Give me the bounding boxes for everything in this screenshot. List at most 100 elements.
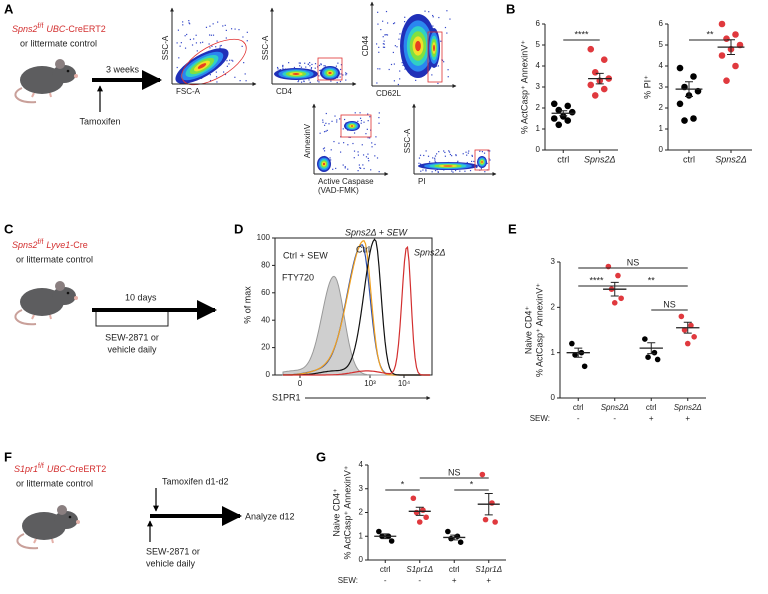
event-dot bbox=[215, 71, 217, 73]
event-dot bbox=[323, 147, 326, 149]
x-tick-label: ctrl bbox=[573, 403, 584, 412]
event-dot bbox=[323, 65, 325, 67]
legend-label: Spns2Δ + SEW bbox=[345, 227, 408, 237]
event-dot bbox=[429, 161, 431, 163]
event-dot bbox=[243, 62, 245, 64]
event-dot bbox=[303, 80, 305, 82]
event-dot bbox=[230, 28, 233, 30]
event-dot bbox=[202, 41, 204, 43]
event-dot bbox=[342, 74, 344, 76]
data-point bbox=[600, 85, 608, 93]
event-dot bbox=[434, 159, 436, 161]
sem-bar bbox=[647, 342, 656, 355]
event-dot bbox=[392, 22, 395, 25]
legend-label: FTY720 bbox=[282, 272, 314, 282]
event-dot bbox=[479, 150, 481, 152]
x-tick-label: 10⁴ bbox=[398, 379, 411, 388]
mouse-tail bbox=[16, 533, 39, 550]
event-dot bbox=[309, 62, 311, 64]
treatment-label: Tamoxifen bbox=[79, 116, 120, 126]
gene: Spns2 bbox=[12, 240, 38, 250]
event-dot bbox=[317, 80, 319, 82]
data-point bbox=[591, 92, 599, 99]
mouse-ear bbox=[57, 505, 67, 515]
sew-label: SEW: bbox=[338, 576, 358, 585]
event-dot bbox=[365, 156, 368, 158]
y-tick-label: 6 bbox=[536, 19, 541, 28]
data-point bbox=[416, 519, 423, 525]
event-dot bbox=[299, 62, 302, 64]
sem-bar bbox=[595, 72, 604, 85]
event-dot bbox=[366, 128, 368, 130]
driver: -CreERT2 bbox=[65, 24, 105, 34]
event-dot bbox=[378, 122, 380, 124]
event-dot bbox=[448, 151, 451, 153]
sew-status: + bbox=[649, 414, 654, 423]
y-axis-label: Naive CD4⁺ bbox=[523, 306, 533, 355]
event-dot bbox=[226, 65, 228, 67]
treatment-label: SEW-2871 or bbox=[105, 332, 159, 342]
event-dot bbox=[320, 63, 322, 66]
density bbox=[197, 63, 207, 69]
event-dot bbox=[358, 164, 360, 166]
event-dot bbox=[331, 120, 333, 122]
event-dot bbox=[219, 47, 221, 49]
data-point bbox=[591, 69, 599, 76]
y-tick-label: 5 bbox=[659, 40, 664, 49]
event-dot bbox=[322, 148, 325, 150]
data-point bbox=[611, 300, 618, 306]
data-point bbox=[445, 528, 451, 535]
data-point bbox=[550, 100, 558, 108]
data-point bbox=[448, 535, 454, 542]
event-dot bbox=[304, 62, 306, 64]
event-dot bbox=[349, 136, 351, 139]
event-dot bbox=[224, 24, 226, 26]
data-point bbox=[691, 334, 697, 340]
event-dot bbox=[425, 170, 427, 172]
event-dot bbox=[182, 24, 184, 26]
event-dot bbox=[382, 36, 384, 38]
event-dot bbox=[464, 170, 466, 172]
event-dot bbox=[322, 121, 324, 123]
event-dot bbox=[325, 112, 327, 115]
event-dot bbox=[319, 69, 321, 72]
x-tick-label: S1pr1Δ bbox=[406, 565, 433, 574]
event-dot bbox=[388, 68, 390, 71]
panel-letter: A bbox=[4, 1, 14, 16]
genotype: Spns2f/f UBC-CreERT2 bbox=[12, 23, 106, 35]
event-dot bbox=[383, 46, 386, 48]
event-dot bbox=[346, 73, 348, 75]
y-tick-label: 1 bbox=[659, 124, 664, 133]
y-tick-label: 80 bbox=[261, 261, 270, 270]
event-dot bbox=[454, 169, 457, 172]
event-dot bbox=[443, 61, 445, 63]
event-dot bbox=[339, 76, 341, 78]
event-dot bbox=[205, 26, 208, 28]
event-dot bbox=[397, 83, 399, 86]
data-point bbox=[642, 336, 648, 342]
data-point bbox=[479, 471, 486, 478]
event-dot bbox=[345, 74, 347, 76]
mouse-nose bbox=[76, 520, 80, 524]
event-dot bbox=[448, 150, 450, 152]
event-dot bbox=[184, 47, 187, 49]
event-dot bbox=[188, 22, 190, 24]
event-dot bbox=[318, 75, 320, 77]
event-dot bbox=[382, 20, 384, 22]
y-axis-label: % ActCasp⁺ AnnexinV⁺ bbox=[342, 465, 352, 559]
significance-label: ** bbox=[648, 275, 656, 285]
density bbox=[433, 44, 435, 52]
panel-letter: G bbox=[316, 449, 326, 464]
event-dot bbox=[239, 80, 241, 82]
event-dot bbox=[179, 45, 181, 47]
event-dot bbox=[403, 21, 406, 23]
x-tick-label: Spns2Δ bbox=[715, 154, 747, 164]
significance-label: ** bbox=[706, 29, 714, 39]
y-axis-label: % PI⁺ bbox=[642, 75, 652, 99]
event-dot bbox=[468, 150, 470, 152]
y-axis-label: % of max bbox=[242, 286, 252, 324]
sem-bar bbox=[415, 506, 424, 516]
event-dot bbox=[459, 170, 461, 172]
event-dot bbox=[343, 142, 345, 144]
